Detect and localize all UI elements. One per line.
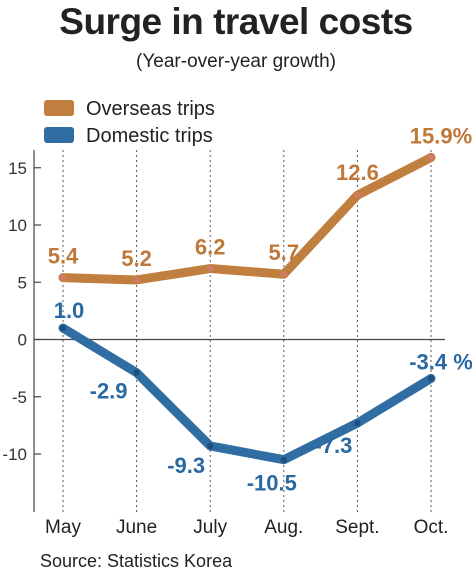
y-tick-label: 5 — [18, 273, 27, 292]
data-point — [133, 369, 140, 376]
data-label: -9.3 — [167, 453, 205, 478]
data-point — [280, 456, 287, 463]
y-tick-label: -10 — [2, 445, 27, 464]
data-label: -10.5 — [247, 471, 297, 496]
y-tick-label: 10 — [8, 216, 27, 235]
data-point — [59, 324, 67, 332]
data-label: 6.2 — [195, 235, 226, 260]
data-label: 5.2 — [121, 246, 152, 271]
data-point — [354, 192, 361, 199]
data-label: -2.9 — [90, 379, 128, 404]
source-note: Source: Statistics Korea — [40, 551, 233, 571]
series-line — [58, 152, 436, 285]
data-label: 5.7 — [269, 240, 300, 265]
data-point — [207, 442, 214, 450]
data-label: 1.0 — [54, 298, 85, 323]
data-label: 5.4 — [48, 244, 79, 269]
legend-swatch — [44, 100, 74, 116]
x-tick-label: Sept. — [335, 517, 379, 538]
data-point — [59, 274, 67, 281]
data-label: 12.6 — [336, 160, 379, 185]
data-point — [207, 265, 214, 272]
data-point — [427, 154, 435, 161]
data-point — [133, 276, 140, 284]
data-point — [427, 375, 435, 382]
y-tick-label: 0 — [18, 331, 27, 350]
x-tick-label: June — [116, 517, 157, 538]
legend-swatch — [44, 127, 74, 143]
data-point — [280, 271, 287, 278]
x-tick-label: Aug. — [264, 517, 303, 538]
data-label: -7.3 — [314, 433, 352, 458]
x-tick-label: Oct. — [414, 517, 449, 538]
x-tick-label: May — [45, 517, 81, 538]
chart-title: Surge in travel costs — [59, 1, 413, 42]
y-tick-label: 15 — [8, 159, 27, 178]
data-point — [354, 419, 361, 427]
data-label: -3.4 % — [409, 349, 472, 374]
x-tick-label: July — [193, 517, 227, 538]
data-label: 15.9% — [410, 123, 472, 148]
legend-label: Overseas trips — [86, 98, 215, 120]
series-line — [58, 323, 436, 465]
y-tick-label: -5 — [12, 388, 27, 407]
chart-subtitle: (Year-over-year growth) — [136, 51, 336, 72]
legend-label: Domestic trips — [86, 125, 213, 147]
